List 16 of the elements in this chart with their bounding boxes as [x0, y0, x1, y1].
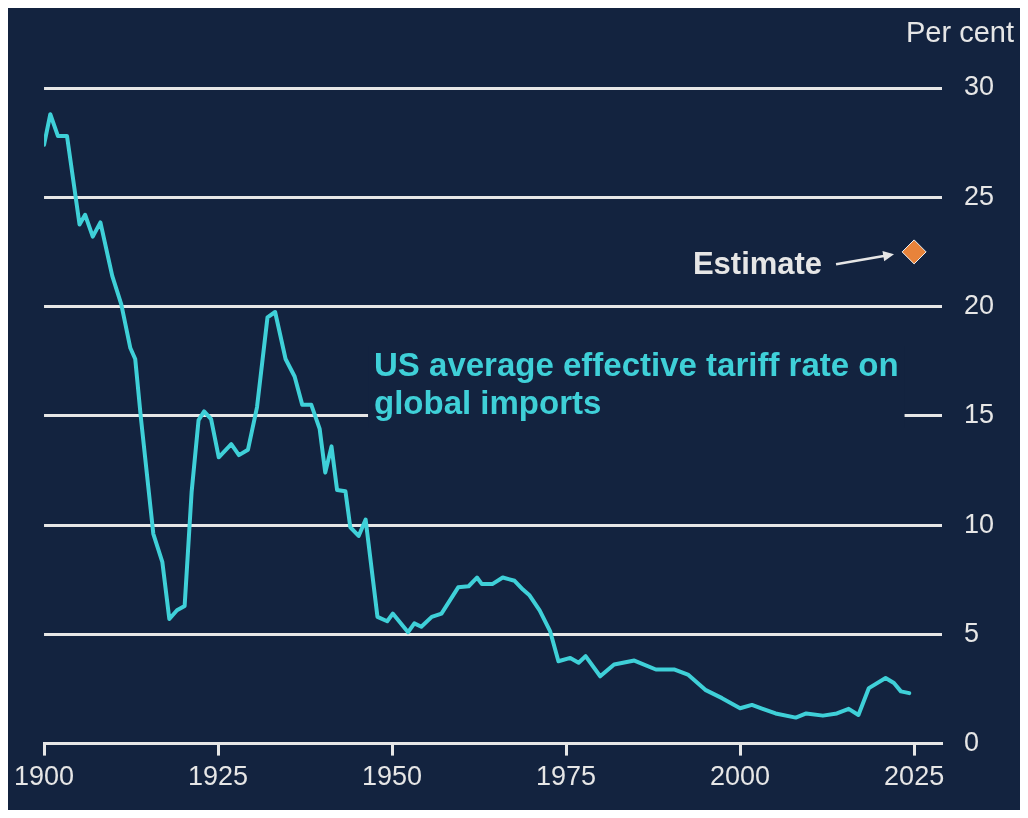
y-axis-title: Per cent — [906, 15, 1014, 48]
y-tick-label: 20 — [963, 289, 995, 320]
x-tick-label: 1950 — [362, 761, 423, 792]
x-tick-label: 1925 — [188, 761, 249, 792]
x-tick-label: 2000 — [710, 761, 771, 792]
x-tick-label: 2025 — [884, 761, 945, 792]
y-tick-label: 10 — [963, 508, 995, 539]
y-tick-label: 5 — [963, 617, 979, 648]
series-label: US average effective tariff rate on global imports — [374, 345, 899, 421]
annotation: Estimate — [692, 246, 823, 282]
x-tick-label: 1900 — [13, 761, 75, 792]
y-tick-label: 15 — [963, 399, 995, 430]
y-tick-label: 0 — [963, 727, 979, 758]
y-tick-label: 25 — [963, 180, 995, 211]
x-tick-label: 1975 — [536, 761, 597, 792]
y-tick-label: 30 — [963, 71, 995, 102]
